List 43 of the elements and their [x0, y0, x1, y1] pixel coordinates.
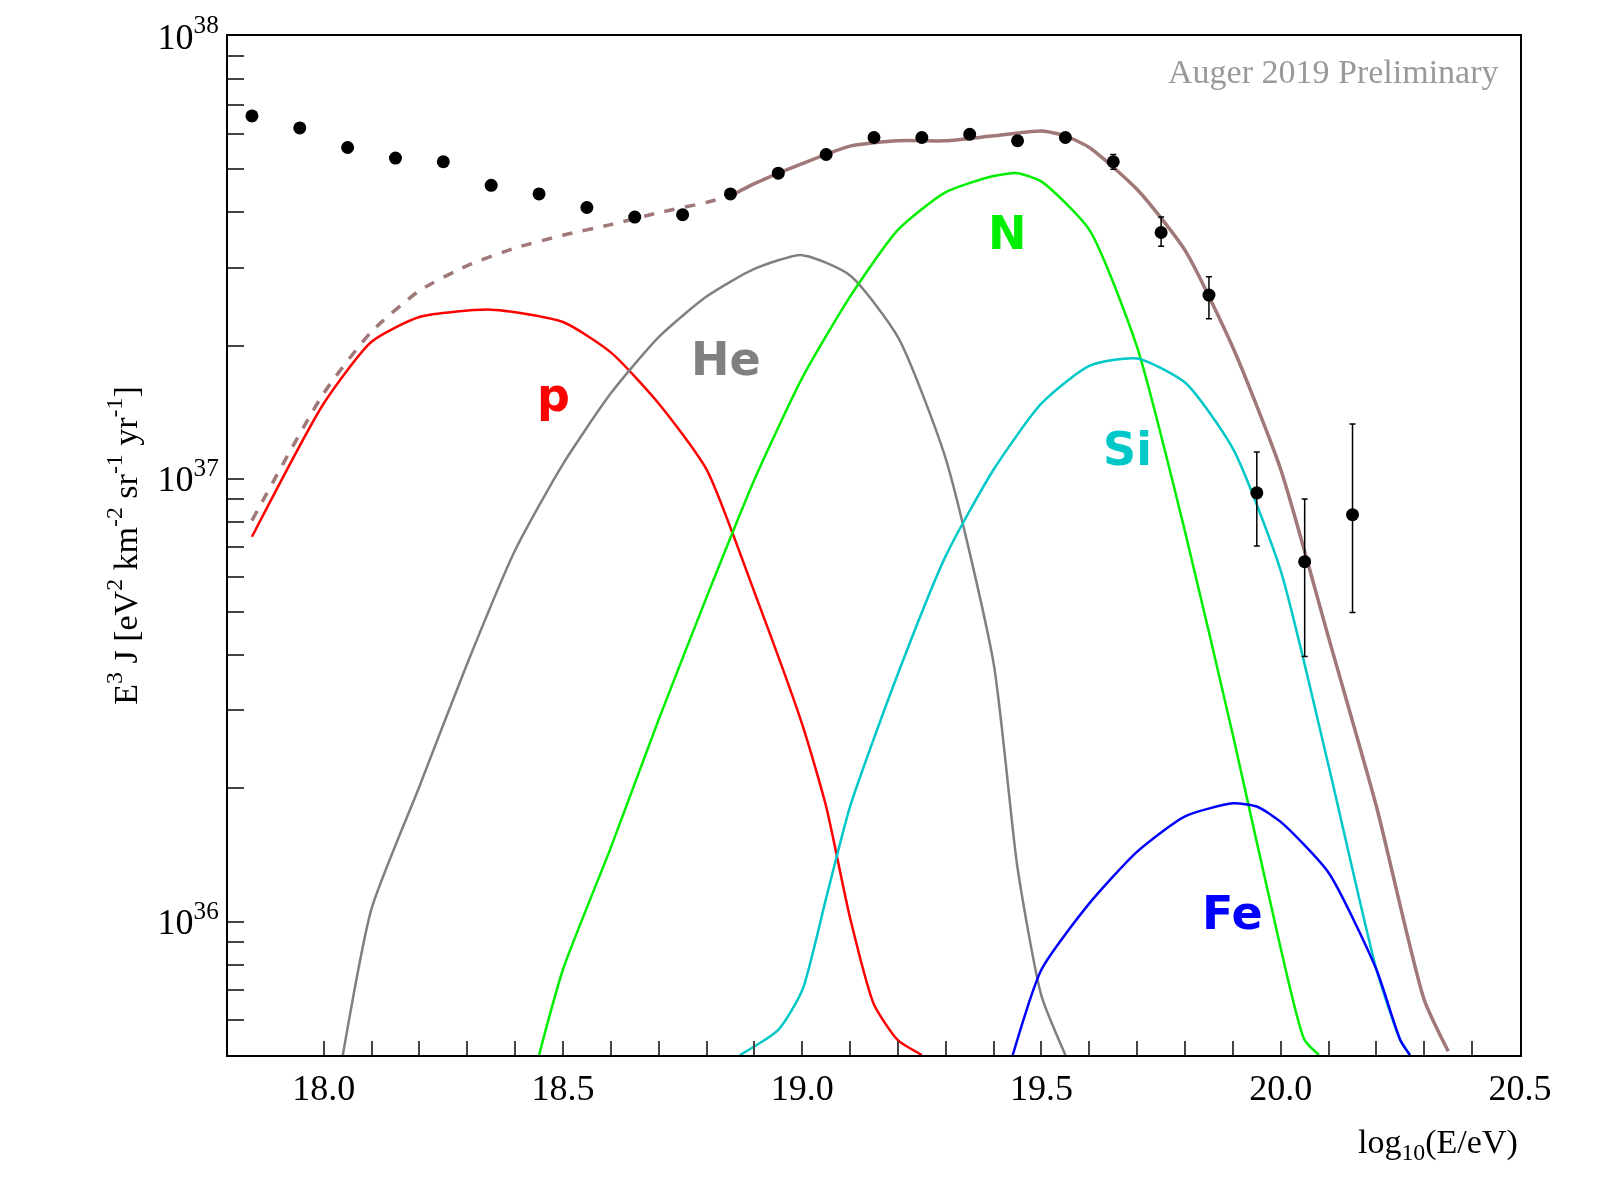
point [1011, 134, 1025, 148]
series-label: Fe [1202, 886, 1263, 940]
point [628, 210, 642, 224]
line-series [1011, 802, 1412, 1055]
point [484, 178, 498, 192]
point [915, 130, 929, 144]
x-tick-label: 20.0 [1249, 1068, 1313, 1109]
line-series [341, 253, 1067, 1055]
point [676, 208, 690, 222]
point [245, 109, 259, 123]
point [867, 130, 881, 144]
x-tick-label: 19.0 [770, 1068, 834, 1109]
point [1250, 486, 1264, 500]
line-series [537, 171, 1321, 1055]
x-tick-label: 18.5 [531, 1068, 595, 1109]
x-axis-title: log$_{10}$(E/eV) [1358, 1123, 1518, 1166]
point [1346, 508, 1360, 522]
point [1298, 555, 1312, 569]
point [1154, 225, 1168, 239]
point [1202, 288, 1216, 302]
point [436, 155, 450, 169]
point [963, 127, 977, 141]
series-label: He [691, 332, 761, 386]
y-tick-label: 10$^{38}$ [157, 11, 219, 57]
line-series [250, 308, 924, 1055]
point [723, 187, 737, 201]
point [532, 187, 546, 201]
x-tick-label: 18.0 [292, 1068, 356, 1109]
y-tick-label: 10$^{37}$ [157, 454, 219, 500]
point [771, 166, 785, 180]
point [1058, 130, 1072, 144]
y-tick-label: 10$^{36}$ [157, 897, 219, 943]
point [293, 121, 307, 135]
point [819, 148, 833, 161]
series-label: p [537, 368, 570, 422]
series-label: N [988, 206, 1027, 260]
point [341, 141, 355, 154]
point [580, 200, 594, 214]
annotation: Auger 2019 Preliminary [1168, 53, 1499, 90]
point [388, 151, 402, 165]
x-tick-label: 19.5 [1009, 1068, 1073, 1109]
x-tick-label: 20.5 [1488, 1068, 1552, 1109]
series-label: Si [1103, 422, 1152, 476]
